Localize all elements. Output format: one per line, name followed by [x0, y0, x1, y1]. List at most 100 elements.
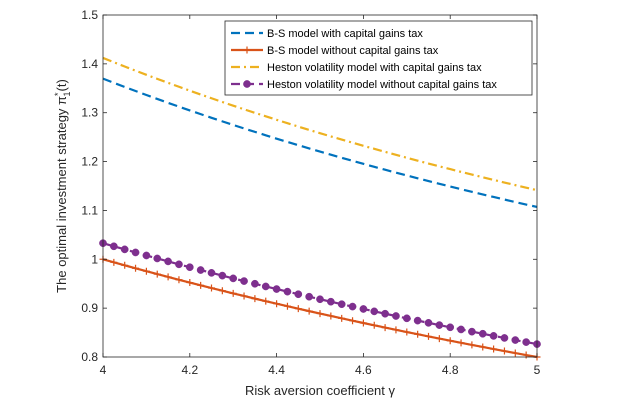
axes-layer: [102, 14, 538, 358]
axes-box: [102, 14, 538, 358]
data-point: [500, 347, 508, 355]
data-point: [424, 318, 433, 327]
legend-marker: [243, 46, 251, 54]
data-point: [218, 271, 227, 280]
data-point: [120, 245, 129, 254]
data-point: [229, 289, 237, 297]
data-point: [327, 312, 335, 320]
legend-marker: [243, 80, 251, 88]
y-axis-label-main: The optimal investment strategy π: [54, 96, 69, 293]
x-tick-label: 4.6: [355, 363, 372, 377]
data-point: [240, 292, 248, 300]
legend: B-S model with capital gains tax B-S mode…: [224, 20, 533, 96]
data-point: [370, 307, 379, 316]
data-point: [142, 267, 150, 275]
legend-item: B-S model with capital gains tax: [231, 28, 423, 40]
data-point: [251, 295, 259, 303]
legend-item: B-S model without capital gains tax: [231, 45, 439, 57]
data-point: [359, 305, 368, 313]
data-point: [392, 326, 400, 334]
x-tick-label: 4: [100, 363, 107, 377]
y-axis-label: The optimal investment strategy π*1(t): [53, 79, 72, 293]
y-axis-label-sub: 1: [62, 91, 72, 96]
legend-box: [224, 20, 533, 96]
x-tick-label: 4.2: [181, 363, 198, 377]
data-point: [185, 263, 194, 272]
data-point: [316, 310, 324, 318]
data-point: [240, 277, 248, 285]
data-point: [413, 316, 422, 325]
data-point: [435, 335, 443, 343]
data-point: [425, 332, 432, 340]
data-point: [457, 325, 465, 334]
data-point: [489, 332, 498, 340]
data-point: [337, 300, 346, 309]
data-point: [131, 248, 140, 257]
data-point: [468, 341, 476, 349]
data-point: [283, 302, 291, 310]
y-tick-label: 0.9: [81, 301, 98, 315]
data-point: [208, 284, 215, 292]
data-point: [414, 330, 422, 338]
y-tick-label: 1: [91, 252, 98, 266]
data-point: [110, 242, 118, 251]
data-point: [392, 312, 400, 320]
data-point: [110, 258, 118, 266]
data-point: [305, 292, 313, 301]
legend-item: Heston volatility model without capital …: [231, 79, 497, 91]
series-line: [102, 56, 538, 192]
data-point: [294, 305, 302, 313]
data-point: [261, 282, 270, 291]
x-tick-label: 4.4: [268, 363, 285, 377]
data-point: [349, 317, 357, 325]
data-point: [403, 328, 411, 336]
series-layer: [99, 56, 541, 361]
data-point: [402, 314, 411, 323]
x-tick-label: 5: [534, 363, 541, 377]
data-point: [522, 338, 531, 346]
data-point: [272, 285, 281, 293]
data-point: [207, 269, 216, 277]
data-point: [381, 324, 389, 332]
legend-label: B-S model with capital gains tax: [267, 28, 423, 40]
data-point: [153, 270, 161, 278]
data-point: [262, 297, 270, 305]
legend-label: B-S model without capital gains tax: [267, 45, 439, 57]
data-point: [468, 327, 476, 336]
legend-item: Heston volatility model with capital gai…: [231, 62, 482, 74]
data-point: [218, 287, 226, 295]
data-point: [478, 329, 487, 338]
data-point: [338, 314, 346, 322]
data-point: [511, 336, 520, 344]
data-point: [294, 290, 303, 299]
y-tick-label: 1.3: [81, 106, 98, 120]
data-point: [121, 261, 129, 269]
data-point: [273, 300, 281, 308]
data-point: [381, 309, 389, 318]
data-point: [283, 287, 292, 296]
series-b-s-model-without-capital-gains-tax: [99, 255, 541, 361]
legend-label: Heston volatility model with capital gai…: [267, 62, 482, 74]
ticks-layer: 4 4.2 4.4 4.6 4.8 5 0.8 0.9 1 1.1 1.2 1.3 1.4 1.5: [81, 8, 540, 377]
data-point: [490, 345, 498, 353]
data-point: [359, 319, 367, 327]
data-point: [370, 321, 378, 329]
y-tick-label: 1.2: [81, 155, 98, 169]
legend-label: Heston volatility model without capital …: [267, 79, 497, 91]
y-axis-label-sup: *: [53, 92, 63, 96]
x-tick-label: 4.8: [442, 363, 459, 377]
data-point: [229, 274, 238, 283]
data-point: [316, 295, 324, 304]
series-line: [102, 77, 538, 209]
data-point: [446, 337, 454, 345]
series-heston-volatility-model-without-capital-gains-tax: [99, 239, 541, 348]
data-point: [164, 273, 172, 281]
data-point: [153, 254, 162, 263]
data-point: [251, 279, 259, 288]
data-point: [175, 260, 183, 269]
data-point: [164, 257, 172, 266]
data-point: [196, 266, 205, 274]
data-point: [457, 339, 465, 347]
y-tick-label: 1.1: [81, 203, 98, 217]
